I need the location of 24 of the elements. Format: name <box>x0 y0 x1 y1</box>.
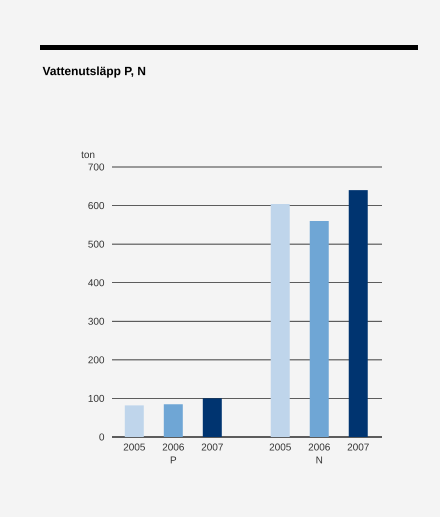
chart-title: Vattenutsläpp P, N <box>42 66 146 78</box>
y-tick-label: 500 <box>88 240 104 248</box>
bar <box>202 398 222 437</box>
y-tick-label: 200 <box>88 356 104 364</box>
bar <box>124 405 144 437</box>
x-tick-label: P <box>170 456 176 464</box>
y-tick-label: 700 <box>88 163 104 171</box>
text: 2005 <box>270 444 291 451</box>
y-tick-label: 0 <box>99 433 104 441</box>
bar <box>310 221 329 437</box>
bar <box>164 404 183 437</box>
bar <box>270 204 290 437</box>
text: 2007 <box>348 444 369 451</box>
bar <box>348 190 368 437</box>
y-tick-label: 300 <box>88 318 104 325</box>
series-label: 2007 <box>202 444 223 451</box>
y-tick-label: 400 <box>88 279 104 286</box>
y-tick-label: 600 <box>88 202 104 210</box>
text: 2006 <box>162 444 184 451</box>
y-tick-label: 100 <box>88 394 104 402</box>
y-axis-title: ton <box>81 152 94 158</box>
series-label: 2006 <box>308 444 330 451</box>
series-label: 2005 <box>124 444 145 451</box>
x-tick-label: N <box>316 456 322 464</box>
